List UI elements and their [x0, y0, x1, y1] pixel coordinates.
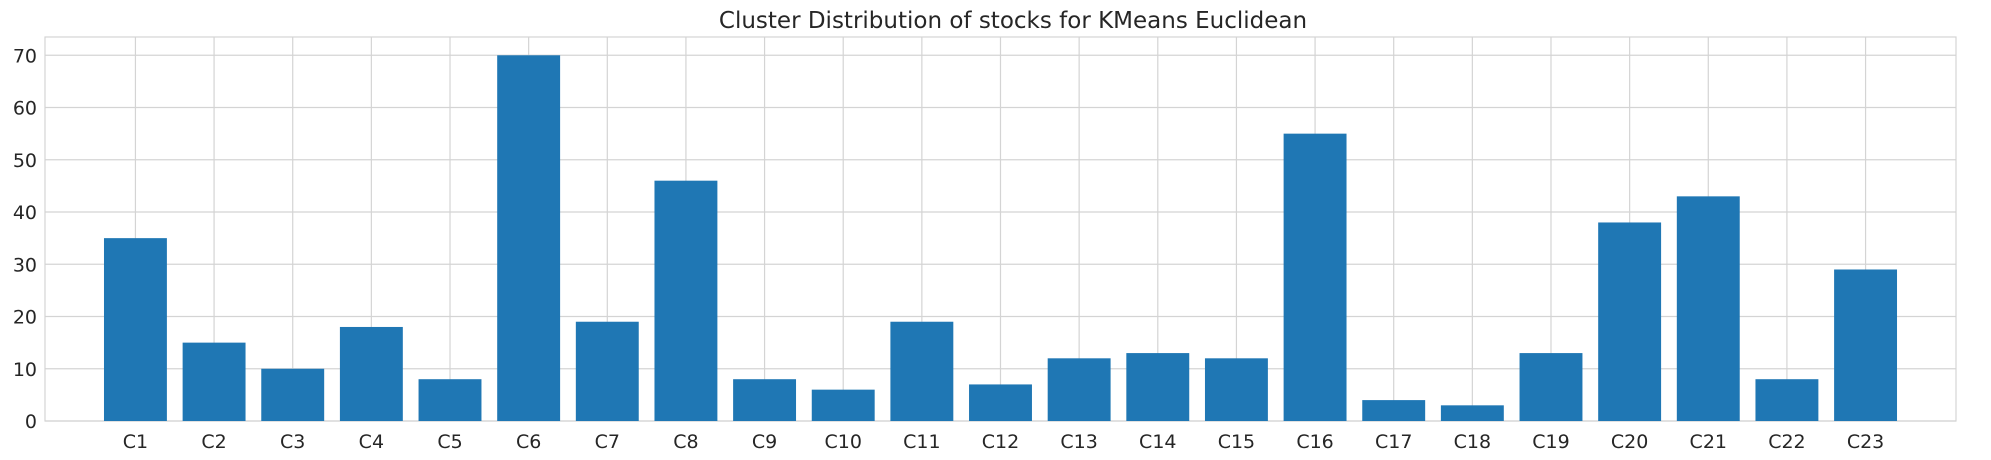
x-tick-label: C6 — [516, 431, 541, 453]
bar-c7 — [575, 321, 639, 421]
x-tick-label: C20 — [1611, 431, 1648, 453]
y-tick-label: 70 — [13, 45, 37, 67]
bar-c3 — [261, 368, 325, 421]
x-tick-label: C22 — [1768, 431, 1805, 453]
bar-c5 — [418, 379, 482, 421]
y-tick-label: 50 — [13, 150, 37, 172]
x-tick-label: C15 — [1218, 431, 1255, 453]
x-tick-label: C1 — [123, 431, 148, 453]
bar-c10 — [811, 389, 875, 421]
x-tick-label: C9 — [752, 431, 777, 453]
y-tick-label: 10 — [13, 359, 37, 381]
bar-c21 — [1676, 196, 1740, 421]
x-tick-label: C5 — [437, 431, 462, 453]
bar-c17 — [1362, 400, 1426, 421]
y-tick-label: 20 — [13, 307, 37, 329]
bar-c4 — [339, 326, 403, 421]
bar-c15 — [1204, 358, 1268, 421]
x-tick-label: C23 — [1847, 431, 1884, 453]
x-tick-label: C12 — [982, 431, 1019, 453]
x-tick-label: C8 — [673, 431, 698, 453]
bar-c6 — [497, 55, 561, 422]
y-tick-label: 40 — [13, 202, 37, 224]
x-tick-label: C21 — [1690, 431, 1727, 453]
x-tick-label: C11 — [903, 431, 940, 453]
bar-c22 — [1755, 379, 1819, 421]
bar-c2 — [182, 342, 246, 421]
bars — [103, 55, 1898, 422]
x-tick-label: C18 — [1454, 431, 1491, 453]
bar-c8 — [654, 180, 718, 421]
x-tick-label: C7 — [595, 431, 620, 453]
bar-c1 — [103, 238, 167, 421]
x-tick-label: C17 — [1375, 431, 1412, 453]
bar-c20 — [1598, 222, 1662, 421]
x-tick-label: C10 — [824, 431, 861, 453]
bar-c13 — [1047, 358, 1111, 421]
bar-c9 — [733, 379, 797, 421]
bar-c14 — [1126, 353, 1190, 421]
bar-c18 — [1440, 405, 1504, 421]
bar-c12 — [969, 384, 1032, 421]
chart-title: Cluster Distribution of stocks for KMean… — [719, 8, 1307, 34]
y-axis: 0 10 20 30 40 50 60 70 — [13, 45, 37, 433]
bar-c16 — [1283, 133, 1347, 421]
x-tick-label: C14 — [1139, 431, 1176, 453]
x-tick-label: C19 — [1532, 431, 1569, 453]
plot-area: 0 10 20 30 40 50 60 70 C1 C2 C3 C4 C5 C6 C7 C8 C9 C10 C11… — [13, 36, 1957, 453]
x-tick-label: C2 — [201, 431, 226, 453]
bar-c11 — [890, 321, 954, 421]
y-tick-label: 30 — [13, 254, 37, 276]
x-tick-label: C4 — [359, 431, 384, 453]
x-tick-label: C13 — [1060, 431, 1097, 453]
y-tick-label: 60 — [13, 98, 37, 120]
x-tick-label: C16 — [1296, 431, 1333, 453]
bar-c19 — [1519, 353, 1583, 421]
x-axis: C1 C2 C3 C4 C5 C6 C7 C8 C9 C10 C11 C12 C13 C14 C15 C16 C… — [123, 431, 1885, 453]
y-tick-label: 0 — [25, 411, 37, 433]
bar-c23 — [1834, 269, 1898, 421]
x-tick-label: C3 — [280, 431, 305, 453]
